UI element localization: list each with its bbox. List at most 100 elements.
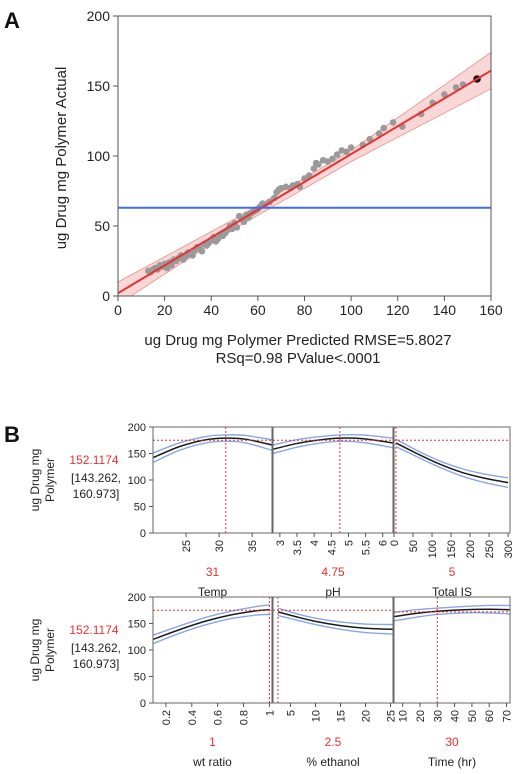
profiler-row: ug Drug mg Polymer 152.1174 [143.262, 160.97… xyxy=(28,592,513,769)
y-tick-label: 50 xyxy=(134,672,146,684)
factor-label: wt ratio xyxy=(192,755,232,769)
x-tick-label: 4 xyxy=(309,540,321,546)
x-tick-label: 4.5 xyxy=(326,540,338,555)
x-tick-label: 3 xyxy=(275,540,287,546)
factor-label: pH xyxy=(325,585,340,599)
x-tick-label: 50 xyxy=(467,710,479,722)
x-tick-label: 3.5 xyxy=(292,540,304,555)
panel-a-scatter-chart: 0 20 40 60 80 100 120 140 160 0 50 100 150 200 ug Dru… xyxy=(53,8,503,367)
factor-label: Time (hr) xyxy=(428,755,476,769)
upper-confidence-curve xyxy=(395,438,509,479)
current-factor-value: 1 xyxy=(209,735,216,749)
x-tick-label: 35 xyxy=(247,540,259,552)
data-point xyxy=(441,91,448,98)
x-tick-label: 60 xyxy=(250,302,266,318)
profiler-frame xyxy=(152,426,273,534)
x-tick-label: 100 xyxy=(339,302,363,318)
current-factor-value: 5 xyxy=(449,565,456,579)
x-tick-label: 20 xyxy=(361,710,373,722)
lower-confidence-curve xyxy=(153,440,272,464)
response-label-line-1: ug Drug mg xyxy=(28,619,42,682)
y-tick-label: 200 xyxy=(128,592,146,604)
prediction-curve xyxy=(273,437,393,450)
lower-confidence-curve xyxy=(394,612,510,622)
current-factor-value: 2.5 xyxy=(325,735,342,749)
lower-confidence-curve xyxy=(273,440,393,455)
x-tick-label: 200 xyxy=(465,540,477,558)
x-tick-label: 5.5 xyxy=(361,540,373,555)
upper-confidence-curve xyxy=(153,604,270,636)
data-point xyxy=(347,144,355,151)
x-tick-label: 150 xyxy=(446,540,458,558)
profiler-temp: 25 30 35 31 Temp xyxy=(152,426,273,599)
data-point xyxy=(189,252,196,259)
confidence-interval-upper: 160.973] xyxy=(73,657,120,671)
profiler-plot-area xyxy=(394,597,510,703)
upper-confidence-curve xyxy=(277,607,393,626)
x-tick-label: 20 xyxy=(157,302,173,318)
current-factor-value: 31 xyxy=(206,565,220,579)
profiler-time-hr-: 10 20 30 40 50 60 70 30 Time (hr) xyxy=(393,596,513,769)
x-tick-label: 160 xyxy=(479,302,503,318)
data-point xyxy=(310,165,318,172)
profiler-frame xyxy=(152,596,273,704)
prediction-curve xyxy=(153,437,272,459)
data-point xyxy=(343,148,350,156)
x-tick-label: 5 xyxy=(343,540,355,546)
profiler-frame xyxy=(393,426,511,534)
factor-label: Total IS xyxy=(432,585,472,599)
profiler--ethanol: 5 10 15 20 25 2.5 % ethanol xyxy=(272,596,398,769)
x-tick-label: 5 xyxy=(286,710,298,716)
x-tick-label: 0.8 xyxy=(239,710,251,725)
predicted-value: 152.1174 xyxy=(69,623,118,637)
data-point xyxy=(452,84,460,91)
x-tick-label: 100 xyxy=(427,540,439,558)
data-point xyxy=(380,124,388,132)
x-tick-label: 40 xyxy=(450,710,462,722)
x-tick-label: 0 xyxy=(389,540,401,546)
fit-line xyxy=(118,69,491,295)
profiler-plot-area xyxy=(153,427,272,533)
x-tick-label: 0.2 xyxy=(161,710,173,725)
x-tick-label: 30 xyxy=(214,540,226,552)
y-tick-label: 150 xyxy=(128,449,146,461)
upper-confidence-curve xyxy=(394,604,510,614)
y-tick-label: 50 xyxy=(94,218,110,234)
profiler-frame xyxy=(272,596,394,704)
y-tick-label: 100 xyxy=(128,475,146,487)
predicted-value: 152.1174 xyxy=(69,453,118,467)
y-tick-label: 150 xyxy=(128,619,146,631)
confidence-interval-upper: 160.973] xyxy=(73,487,120,501)
profiler-ph: 3 3.5 4 4.5 5 5.5 6 4.75 pH xyxy=(272,426,394,599)
lower-confidence-curve xyxy=(277,614,393,635)
profiler-plot-area xyxy=(273,427,393,533)
data-point xyxy=(233,224,241,231)
x-tick-label: 0.4 xyxy=(187,710,199,725)
x-tick-label: 30 xyxy=(432,710,444,722)
x-tick-label: 140 xyxy=(433,302,457,318)
response-label-line-1: ug Drug mg xyxy=(28,449,42,512)
data-point xyxy=(333,151,341,158)
profiler-frame xyxy=(272,426,394,534)
x-tick-label: 1 xyxy=(264,710,276,716)
y-tick-label: 50 xyxy=(134,502,146,514)
lower-confidence-curve xyxy=(395,445,509,489)
x-tick-label: 10 xyxy=(398,710,410,722)
data-point xyxy=(329,155,336,163)
y-tick-label: 0 xyxy=(140,698,146,710)
response-label-line-2: Polymer xyxy=(43,458,57,502)
profiler-wt-ratio: 0.2 0.4 0.6 0.8 1 1 wt ratio xyxy=(152,596,276,769)
x-tick-label: 60 xyxy=(484,710,496,722)
x-tick-label: 25 xyxy=(181,540,193,552)
y-tick-label: 0 xyxy=(102,288,110,304)
x-tick-label: 80 xyxy=(297,302,313,318)
x-tick-label: 70 xyxy=(502,710,513,722)
y-tick-label: 200 xyxy=(128,422,146,434)
profiler-row: ug Drug mg Polymer 152.1174 [143.262, 160.97… xyxy=(28,422,513,599)
x-tick-label: 20 xyxy=(415,710,427,722)
y-tick-label: 150 xyxy=(87,78,111,94)
current-factor-value: 30 xyxy=(445,735,459,749)
x-tick-label: 6 xyxy=(378,540,390,546)
data-point xyxy=(168,261,175,269)
